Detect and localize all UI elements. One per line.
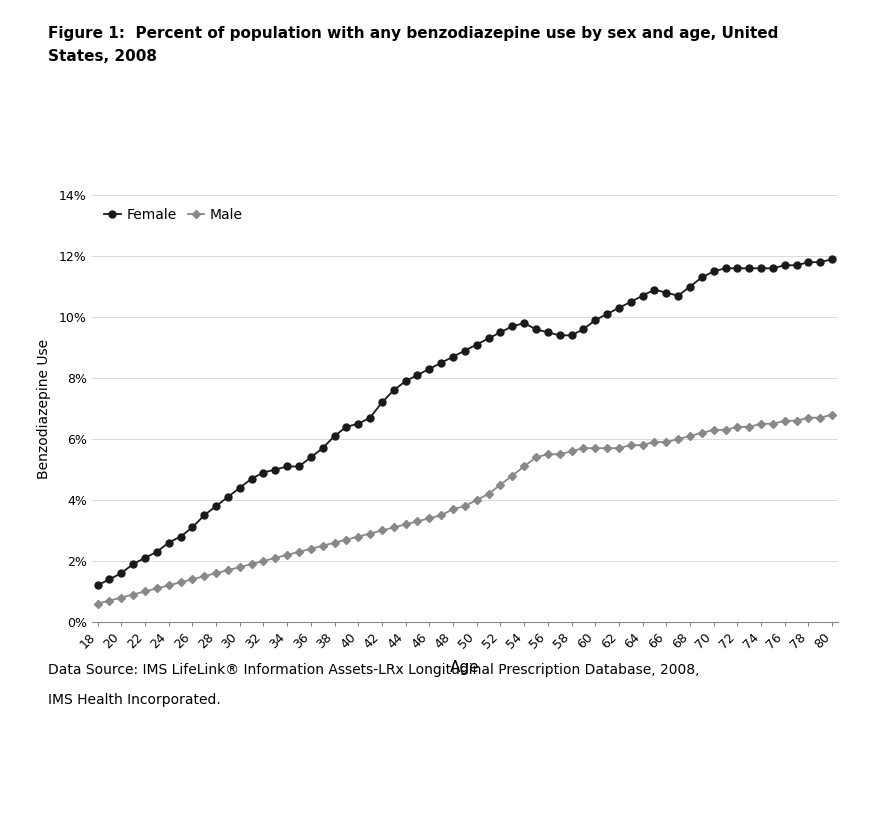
Text: IMS Health Incorporated.: IMS Health Incorporated. [48, 693, 221, 706]
Male [601, 443, 612, 453]
Female [293, 462, 305, 472]
Female [459, 346, 470, 355]
Text: Data Source: IMS LifeLink® Information Assets-LRx Longitudinal Prescription Data: Data Source: IMS LifeLink® Information A… [48, 663, 699, 676]
Male [93, 598, 103, 608]
Line: Female: Female [94, 255, 835, 589]
Female [827, 254, 837, 264]
Line: Male: Male [95, 412, 835, 606]
Female [815, 257, 826, 267]
Female [436, 358, 446, 367]
Male [459, 501, 470, 511]
Male [815, 413, 826, 423]
Male [827, 410, 837, 420]
Legend: Female, Male: Female, Male [99, 202, 249, 227]
Female [318, 443, 328, 453]
Female [93, 580, 103, 590]
Male [436, 511, 446, 520]
X-axis label: Age: Age [450, 660, 479, 675]
Text: Figure 1:  Percent of population with any benzodiazepine use by sex and age, Uni: Figure 1: Percent of population with any… [48, 26, 779, 41]
Text: States, 2008: States, 2008 [48, 49, 157, 63]
Female [601, 309, 612, 319]
Male [318, 541, 328, 550]
Male [293, 547, 305, 557]
Y-axis label: Benzodiazepine Use: Benzodiazepine Use [37, 338, 51, 479]
